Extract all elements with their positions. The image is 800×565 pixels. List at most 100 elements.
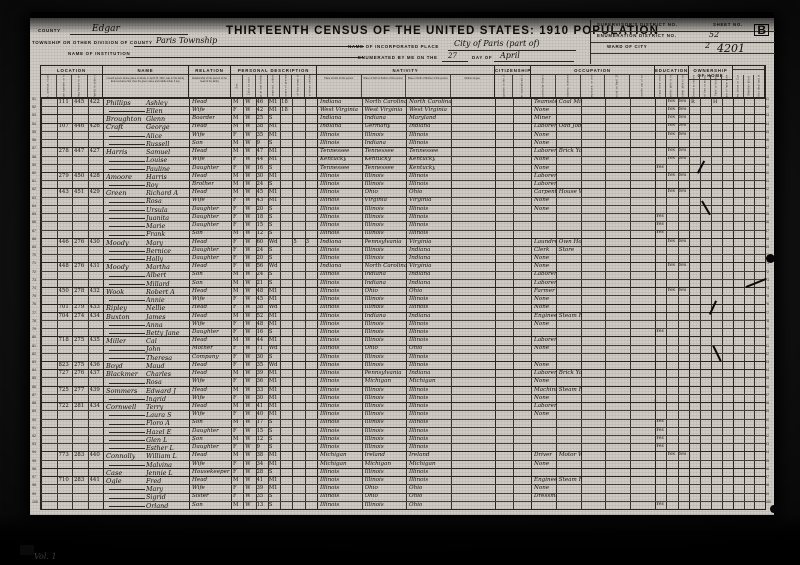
cell-father-birthplace: Illinois [364,419,384,426]
ditto-dash [109,349,146,351]
column-subheader-label: House number or farm [62,75,66,97]
cell-sex: F [233,345,237,352]
cell-given-name: Hazel E [146,427,172,436]
incorporated-place-value: City of Paris (part of) [454,39,540,48]
cell-attended-school: Yes [656,328,664,334]
cell-mother-birthplace: Virginia [409,238,432,245]
cell-sex: F [233,255,237,261]
cell-given-name: Rosa [146,378,162,387]
cell-race: W [245,123,251,130]
column-subheader-label: Out of work on April 15, 1910 [615,75,619,97]
cell-given-name: Glenn [146,115,166,124]
column-subheader-label: Age at last birthday [259,75,263,97]
cell-marital-status: S [268,279,273,286]
cell-marital-status: S [268,435,273,442]
cell-mother-birthplace: Illinois [409,386,429,393]
cell-given-name: Russell [146,139,170,148]
grid-horizontal-rule [41,287,765,289]
census-table: LOCATION Street, avenue, road, etc. House … [40,65,766,510]
cell-dwelling-number: 276 [74,370,85,377]
cell-father-birthplace: Michigan [364,460,392,467]
column-subheader-label: Whether deaf and dumb [757,75,761,97]
column-subheader: Whether able to read [666,75,678,97]
cell-house-number: 446 [58,238,69,245]
cell-given-name: Rosa [146,197,162,206]
right-line-number: 58 [765,154,769,159]
cell-given-name: Malvina [146,460,172,469]
cell-industry: Motor Wagon [558,452,582,459]
cell-sex: F [233,164,237,171]
cell-birthplace: Illinois [320,337,340,344]
grid-horizontal-rule [41,295,765,297]
column-subheader: General nature of industry, business, or… [556,75,581,97]
cell-family-number: 435 [89,337,100,344]
cell-given-name: Bernice [146,246,172,255]
column-subheader: Place of birth of this person [317,75,362,97]
column-group-education: EDUCATIONAttended school any time since … [655,66,689,97]
cell-relation: Wife [192,378,205,385]
cell-race: W [245,493,251,500]
cell-birthplace: Tennessee [320,148,350,155]
cell-given-name: Esther L [146,444,174,453]
cell-given-name: Charles [146,370,171,379]
left-line-number: 100 [32,499,38,504]
left-line-number: 51 [32,96,36,101]
cell-can-write: Yes [678,287,687,293]
ditto-dash [109,160,146,162]
cell-sex: F [233,361,237,368]
column-subheader: Trade or profession of, or particular ki… [531,75,556,97]
cell-birthplace: Illinois [320,205,340,212]
column-subheader: Number of weeks out of work in 1909 [630,75,654,97]
cell-sex: F [233,263,237,270]
cell-given-name: Anna [146,320,163,329]
cell-family-number: 434 [89,402,100,409]
cell-can-read: Yes [667,263,676,269]
cell-industry: Odd Jobs [558,123,582,130]
cell-mother-birthplace: Michigan [409,460,436,467]
cell-relation: Head [192,148,208,155]
cell-race: W [245,353,251,360]
cell-marital-status: Wd [268,304,278,311]
column-subheader-label: Color or race [247,76,251,96]
column-subheader-label: Number of dwelling house in order of vis… [78,75,81,97]
cell-family-number: 426 [89,123,100,130]
cell-birthplace: Illinois [320,411,340,418]
left-line-number: 79 [32,327,36,332]
cell-sex: M [233,98,239,105]
cell-birthplace: Michigan [320,460,347,467]
cell-family-number: 430 [89,238,100,245]
sheet-letter-stamp: B [754,24,769,36]
cell-birthplace: Illinois [320,386,340,393]
left-line-number: 58 [32,154,36,159]
cell-marital-status: M1 [268,452,278,459]
cell-mother-birthplace: North Carolina [409,98,452,105]
cell-race: W [245,181,251,188]
cell-father-birthplace: Illinois [364,427,384,434]
ditto-dash [109,275,146,277]
cell-given-name: Maud [146,361,165,370]
grid-horizontal-rule [41,500,765,502]
cell-mother-birthplace: Indiana [409,271,431,278]
cell-relation: Wife [192,394,205,401]
cell-given-name: Jennie L [146,468,173,477]
cell-marital-status: M1 [268,460,278,467]
cell-marital-status: M1 [268,386,278,393]
column-subheaders: Place of birth of this person Place of bi… [317,75,494,97]
cell-race: W [245,189,251,196]
grid-horizontal-rule [41,369,765,371]
cell-age: 52 [256,312,264,319]
right-line-number: 84 [765,368,769,373]
cell-father-birthplace: Kentucky [364,156,391,163]
cell-age: 41 [256,402,264,409]
cell-given-name: Frank [146,230,166,239]
cell-sex: F [233,205,237,212]
cell-sex: F [233,328,237,335]
cell-birthplace: Indiana [320,123,342,130]
cell-mother-birthplace: Illinois [409,131,429,138]
cell-can-read: Yes [667,287,676,293]
cell-house-number: 718 [58,337,69,344]
cell-age: 16 [256,164,264,171]
cell-can-read: Yes [667,98,676,104]
grid-horizontal-rule [41,311,765,313]
cell-can-read: Yes [667,189,676,195]
